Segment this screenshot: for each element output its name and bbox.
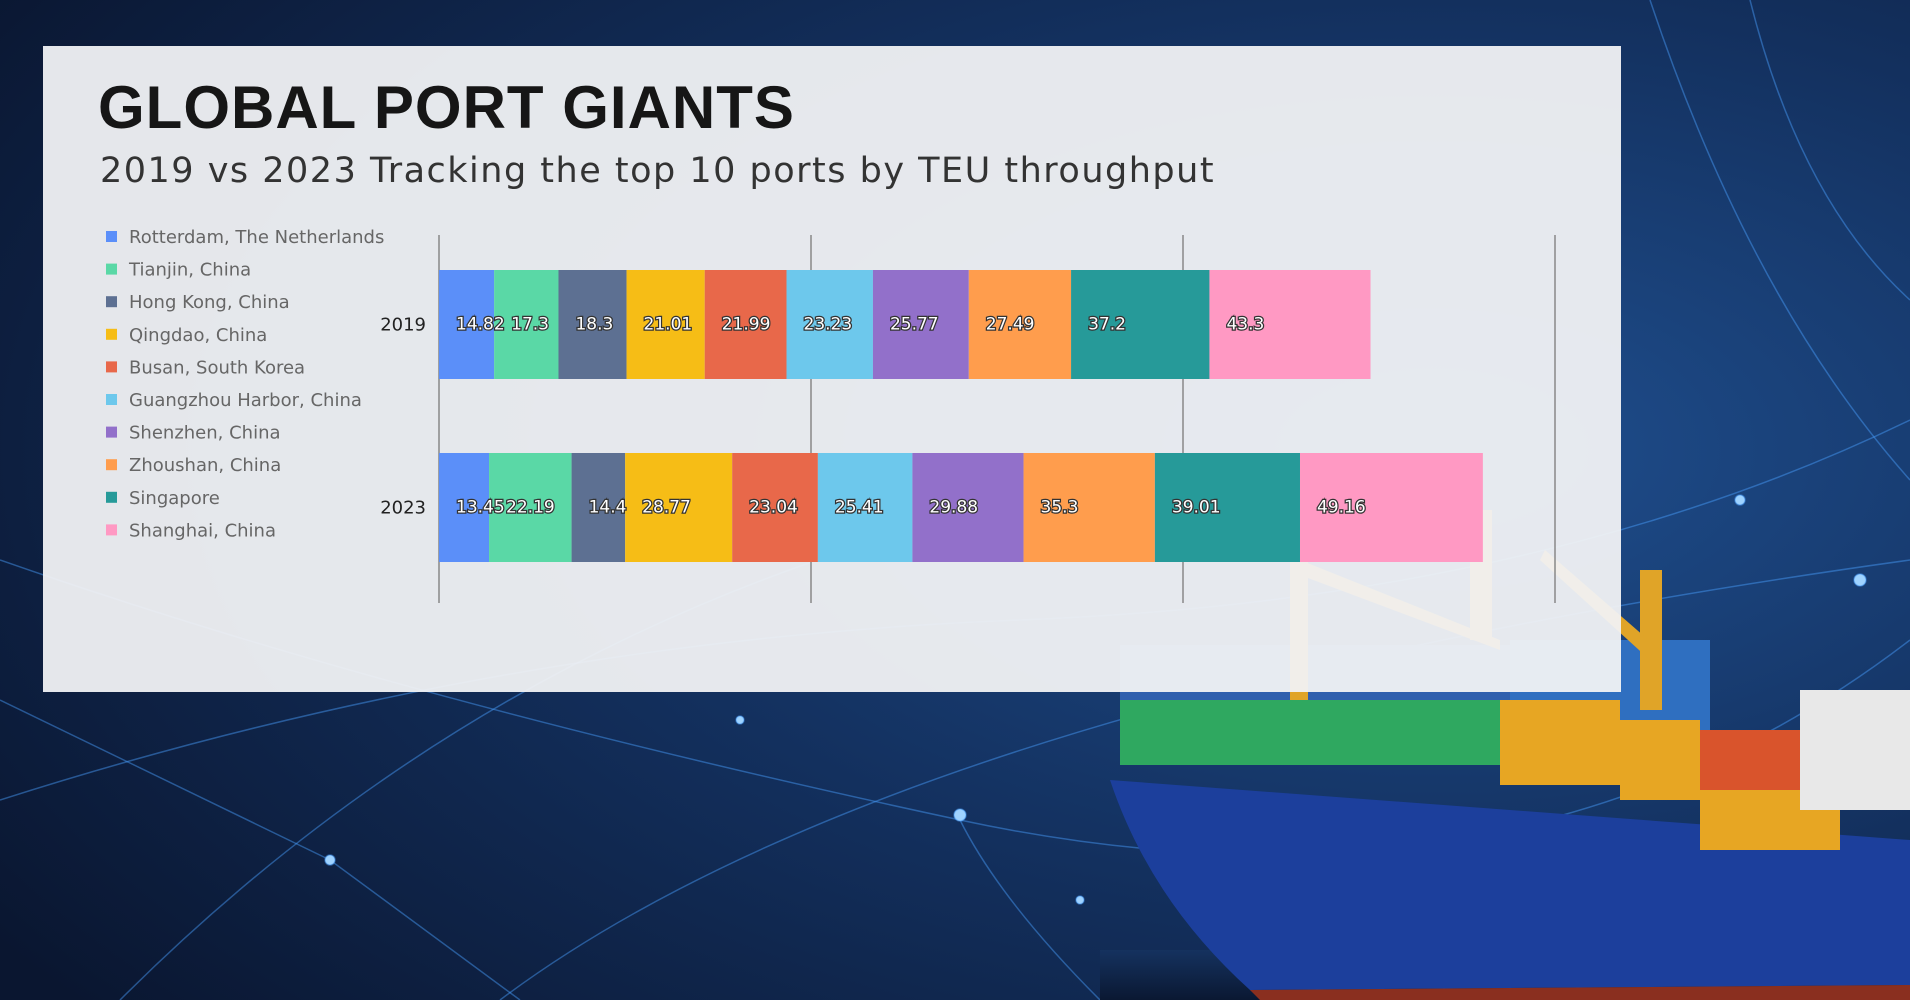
legend-label: Zhoushan, China (129, 455, 281, 476)
legend-swatch (106, 328, 117, 340)
legend-swatch (106, 361, 117, 373)
legend-swatch (106, 394, 117, 405)
bar-segment (1154, 453, 1300, 562)
legend-label: Shanghai, China (129, 520, 276, 541)
data-label: 13.45 (456, 498, 505, 518)
data-label: 21.01 (644, 315, 693, 335)
bar-segment (571, 453, 626, 562)
data-label: 22.19 (506, 498, 555, 518)
bar-segment (872, 270, 969, 379)
bar-segment (912, 453, 1024, 562)
data-label: 49.16 (1317, 498, 1366, 518)
bar-segment (494, 270, 559, 379)
chart-title: GLOBAL PORT GIANTS (98, 74, 795, 141)
data-label: 28.77 (642, 498, 691, 518)
bar-segment (489, 453, 572, 562)
legend-label: Rotterdam, The Netherlands (129, 227, 384, 248)
data-label: 37.2 (1088, 315, 1126, 335)
y-tick-label: 2023 (380, 498, 426, 519)
data-label: 35.3 (1041, 498, 1079, 518)
legend-label: Hong Kong, China (129, 292, 290, 313)
data-label: 39.01 (1172, 498, 1221, 518)
bar-segment (968, 270, 1072, 379)
legend-swatch (106, 524, 117, 536)
legend-label: Qingdao, China (129, 325, 267, 346)
bar-segment (1299, 453, 1483, 562)
bar-segment (732, 453, 818, 562)
bar-segment (626, 270, 705, 379)
legend-swatch (106, 296, 117, 308)
bar-segment (1071, 270, 1210, 379)
data-label: 25.41 (835, 498, 884, 518)
legend-label: Shenzhen, China (129, 423, 281, 444)
bar-segment (1023, 453, 1155, 562)
bar-segment (625, 453, 733, 562)
data-label: 23.04 (749, 498, 798, 518)
data-label: 14.4 (589, 498, 627, 518)
legend-label: Tianjin, China (128, 260, 251, 281)
data-label: 17.3 (511, 315, 549, 335)
legend-swatch (106, 426, 117, 438)
chart-subtitle: 2019 vs 2023 Tracking the top 10 ports b… (100, 151, 1215, 191)
data-label: 14.82 (456, 315, 505, 335)
legend-swatch (106, 491, 117, 503)
data-label: 29.88 (929, 498, 978, 518)
bar-segment (1209, 270, 1371, 379)
legend-swatch (106, 263, 117, 275)
data-label: 21.99 (722, 315, 771, 335)
bar-segment (704, 270, 787, 379)
legend-label: Guangzhou Harbor, China (129, 390, 362, 411)
bar-segment (439, 453, 490, 562)
data-label: 23.23 (804, 315, 853, 335)
legend-swatch (106, 459, 117, 471)
bar-segment (558, 270, 627, 379)
data-label: 43.3 (1226, 315, 1264, 335)
legend-label: Singapore (129, 488, 220, 509)
data-label: 27.49 (986, 315, 1035, 335)
data-label: 18.3 (575, 315, 613, 335)
legend-swatch (106, 231, 117, 242)
data-label: 25.77 (890, 315, 939, 335)
bar-segment (817, 453, 913, 562)
y-tick-label: 2019 (380, 315, 426, 336)
bar-segment (439, 270, 495, 379)
bar-segment (786, 270, 873, 379)
legend-label: Busan, South Korea (129, 357, 305, 378)
